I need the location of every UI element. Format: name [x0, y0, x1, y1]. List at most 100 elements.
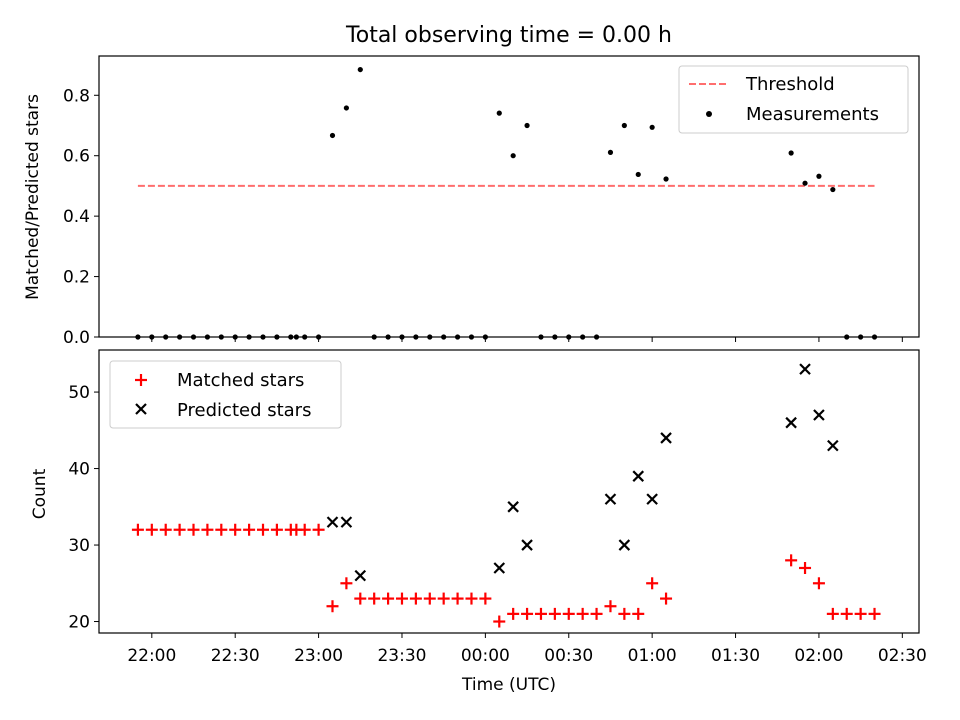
predicted-star-point	[827, 439, 839, 452]
figure-title: Total observing time = 0.00 h	[345, 23, 672, 48]
bottom-axes-frame	[98, 349, 920, 634]
matched-star-point	[395, 592, 408, 605]
measurement-point	[788, 150, 794, 156]
matched-star-point	[604, 600, 617, 613]
matched-star-point	[201, 523, 214, 536]
bottom-ylabel: Count	[30, 468, 50, 519]
bottom-xtick-label: 22:00	[127, 646, 176, 666]
top-ylabel: Matched/Predicted stars	[23, 94, 43, 300]
matched-star-point	[854, 607, 867, 620]
matched-star-point	[131, 523, 144, 536]
matched-star-point	[229, 523, 242, 536]
bottom-xtick-label: 02:30	[878, 646, 927, 666]
matched-star-point	[215, 523, 228, 536]
legend-threshold-label: Threshold	[745, 74, 835, 95]
matched-star-point	[423, 592, 436, 605]
measurement-point	[343, 105, 349, 111]
bottom-ytick-label: 40	[68, 460, 90, 480]
bottom-ytick-label: 30	[68, 536, 90, 556]
measurement-point	[329, 132, 336, 139]
matched-star-point	[340, 577, 353, 590]
matched-star-point	[632, 607, 645, 620]
predicted-star-point	[632, 470, 645, 482]
matched-star-point	[298, 523, 311, 536]
matched-star-point	[868, 607, 881, 620]
matched-star-point	[507, 607, 520, 620]
matched-star-point	[826, 607, 839, 620]
predicted-star-point	[785, 416, 797, 429]
bottom-xtick-label: 01:30	[711, 646, 760, 666]
predicted-star-point	[799, 363, 811, 375]
legend-matched-label: Matched stars	[177, 370, 304, 391]
measurement-point	[635, 171, 641, 178]
matched-star-point	[437, 592, 450, 605]
matched-star-point	[187, 523, 200, 536]
matched-star-point	[382, 592, 395, 605]
top-ytick-label: 0.8	[63, 86, 90, 106]
top-ytick-label: 0.2	[63, 268, 90, 288]
matched-star-point	[590, 607, 603, 620]
top-panel: 0.00.20.40.60.8 Matched/Predicted stars …	[23, 55, 920, 348]
bottom-ytick-label: 20	[68, 613, 90, 633]
legend-measurements-marker	[706, 111, 712, 117]
bottom-xtick-label: 00:30	[544, 646, 593, 666]
bottom-xtick-label: 02:00	[794, 646, 843, 666]
matched-star-point	[409, 592, 422, 605]
matched-star-point	[840, 607, 853, 620]
predicted-star-point	[618, 539, 631, 551]
measurement-point	[830, 186, 836, 193]
matched-star-point	[493, 615, 506, 628]
legend-matched-marker	[135, 374, 147, 386]
matched-star-point	[618, 607, 631, 620]
top-ytick-label: 0.0	[63, 328, 90, 348]
predicted-star-point	[340, 516, 353, 528]
bottom-legend: Matched stars Predicted stars	[109, 360, 342, 429]
bottom-xtick-label: 01:00	[628, 646, 677, 666]
legend-predicted-label: Predicted stars	[177, 400, 311, 421]
matched-star-point	[785, 554, 798, 567]
matched-star-point	[270, 523, 283, 536]
legend-measurements-label: Measurements	[746, 104, 879, 125]
measurement-point	[802, 180, 808, 186]
measurement-point	[524, 122, 530, 129]
predicted-star-point	[604, 493, 617, 505]
matched-star-point	[562, 607, 575, 620]
measurement-point	[663, 176, 669, 182]
predicted-star-point	[354, 569, 367, 582]
matched-star-point	[159, 523, 172, 536]
legend-predicted-marker	[135, 403, 147, 415]
matched-star-point	[799, 561, 812, 574]
measurement-point	[496, 110, 502, 116]
predicted-star-point	[326, 516, 339, 528]
matched-star-point	[368, 592, 381, 605]
bottom-legend-box	[109, 360, 342, 429]
bottom-xtick-label: 00:00	[461, 646, 510, 666]
top-ticks: 0.0 0.2 0.4 0.6 0.8	[63, 86, 903, 348]
bottom-xtick-label: 23:30	[377, 646, 426, 666]
matched-star-point	[479, 592, 492, 605]
bottom-ticks: 20 30 40 50 22:00 22:30 23:00 23:30 00:00 00:30 01…	[68, 383, 926, 666]
matched-star-point	[646, 577, 659, 590]
matched-star-point	[243, 523, 256, 536]
measurement-point	[816, 173, 822, 179]
matched-star-point	[354, 592, 367, 605]
predicted-star-point	[493, 562, 506, 574]
top-ytick-label: 0.6	[63, 147, 90, 167]
matched-star-point	[145, 523, 158, 536]
top-legend: Threshold Measurements	[678, 65, 909, 134]
matched-star-point	[660, 592, 673, 605]
predicted-star-point	[507, 501, 519, 513]
measurement-point	[607, 149, 614, 155]
measurement-point	[357, 66, 363, 73]
matched-star-point	[465, 592, 478, 605]
matched-star-point	[521, 607, 534, 620]
bottom-panel: 20 30 40 50 22:00 22:30 23:00 23:30 00:00 00:30 01…	[30, 349, 927, 695]
bottom-xtick-label: 23:00	[294, 646, 343, 666]
predicted-star-point	[646, 493, 658, 505]
matched-star-point	[312, 523, 325, 536]
top-axes-frame	[98, 55, 920, 338]
measurement-point	[649, 124, 655, 130]
matched-star-point	[812, 577, 825, 590]
bottom-plot-area	[131, 363, 881, 628]
